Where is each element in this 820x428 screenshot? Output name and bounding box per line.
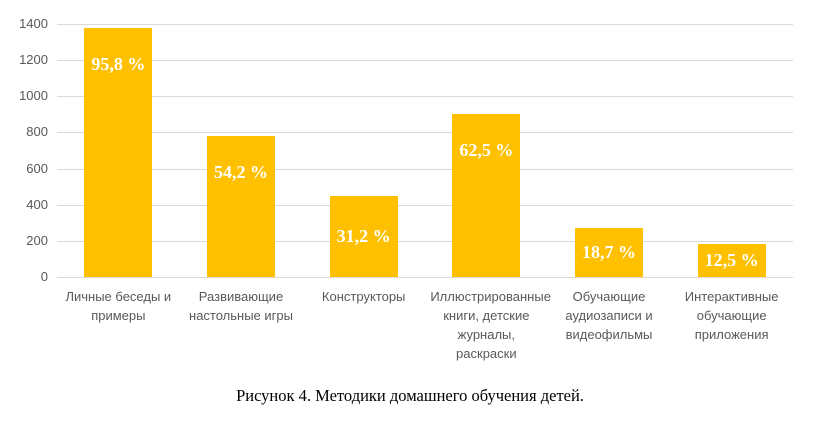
y-axis-tick-label: 400 (26, 196, 48, 212)
gridline (57, 24, 793, 25)
x-axis: Личные беседы и примеры Развивающие насто… (57, 288, 793, 378)
gridline (57, 240, 793, 242)
bar: 62,5 % (452, 114, 521, 277)
x-axis-category-label: Конструкторы (321, 289, 406, 304)
y-axis-tick-label: 1200 (19, 52, 48, 68)
bar: 18,7 % (575, 228, 643, 277)
y-axis-tick-label: 800 (26, 124, 48, 140)
bar: 31,2 % (329, 195, 398, 277)
y-axis-tick-label: 600 (26, 160, 48, 176)
bar: 95,8 % (84, 27, 153, 277)
y-axis-tick-label: 1000 (19, 88, 48, 104)
bar-value-label: 18,7 % (582, 242, 636, 263)
x-axis-category-label: Развивающие настольные игры (189, 289, 293, 323)
gridline (57, 277, 793, 278)
bar-value-label: 31,2 % (336, 225, 391, 246)
x-axis-category-label: Интерактивные обучающие приложения (684, 289, 779, 342)
y-axis-tick-label: 200 (26, 232, 48, 248)
gridline (57, 60, 793, 62)
y-axis-tick-label: 1400 (19, 16, 48, 31)
x-axis-category-label: Иллюстрированные книги, детские журналы,… (430, 289, 551, 361)
bar-value-label: 12,5 % (704, 250, 759, 271)
figure-caption: Рисунок 4. Методики домашнего обучения д… (236, 386, 584, 405)
y-axis-tick-label: 0 (40, 269, 48, 284)
bar: 54,2 % (207, 136, 275, 277)
bar-value-label: 54,2 % (214, 162, 268, 183)
bar: 12,5 % (697, 244, 766, 277)
gridline (57, 204, 793, 206)
gridline (57, 96, 793, 98)
gridline (57, 132, 793, 134)
gridline (57, 168, 793, 170)
x-axis-category-label: Личные беседы и примеры (65, 289, 172, 323)
plot-area: 95,8 % 54,2 % 31,2 % 62,5 % 18,7 % 12,5 % (57, 24, 793, 278)
bar-value-label: 62,5 % (459, 140, 514, 161)
bar-value-label: 95,8 % (91, 53, 146, 74)
x-axis-category-label: Обучающие аудиозаписи и видеофильмы (565, 289, 653, 342)
